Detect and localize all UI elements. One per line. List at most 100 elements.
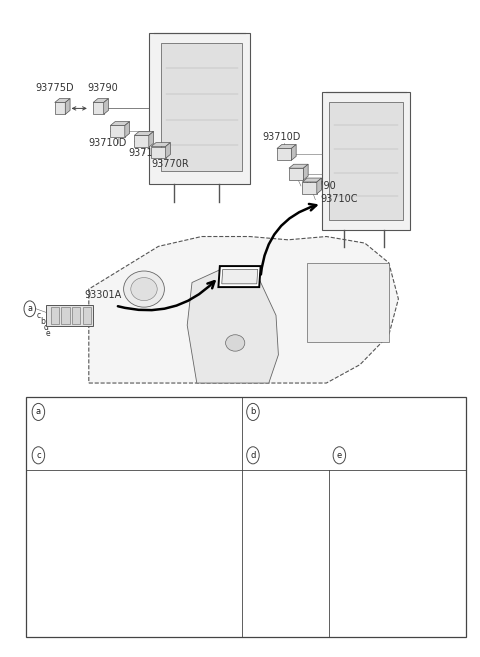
Polygon shape: [303, 164, 308, 180]
Polygon shape: [161, 43, 242, 171]
Polygon shape: [307, 520, 323, 574]
Text: 93261A: 93261A: [406, 474, 439, 484]
Polygon shape: [405, 539, 440, 568]
Text: e: e: [46, 328, 51, 338]
Circle shape: [32, 447, 45, 464]
Text: 93790: 93790: [88, 83, 119, 93]
Polygon shape: [277, 148, 291, 160]
Polygon shape: [405, 530, 451, 539]
Text: c: c: [36, 451, 41, 460]
Polygon shape: [222, 269, 258, 284]
Polygon shape: [264, 520, 323, 533]
Text: a: a: [36, 407, 41, 417]
Polygon shape: [168, 525, 178, 574]
Polygon shape: [440, 530, 451, 568]
Polygon shape: [289, 164, 308, 168]
Text: 93770R: 93770R: [152, 159, 189, 169]
Circle shape: [333, 447, 346, 464]
Polygon shape: [299, 413, 332, 461]
Polygon shape: [144, 525, 178, 533]
Text: 93370B: 93370B: [265, 407, 303, 417]
Polygon shape: [307, 263, 389, 342]
Bar: [72, 307, 80, 324]
Text: c: c: [37, 311, 41, 320]
Polygon shape: [291, 145, 296, 160]
Text: 93260F: 93260F: [44, 474, 76, 484]
Bar: [51, 307, 59, 324]
Bar: [46, 305, 93, 326]
Text: 93740: 93740: [265, 450, 296, 461]
Bar: [75, 533, 83, 540]
Polygon shape: [143, 406, 154, 459]
Polygon shape: [264, 533, 307, 574]
Text: 93790: 93790: [306, 181, 336, 191]
Text: a: a: [27, 304, 32, 313]
Circle shape: [24, 301, 36, 317]
Polygon shape: [151, 143, 170, 147]
Text: 93375: 93375: [55, 407, 86, 417]
Bar: [75, 561, 83, 567]
Polygon shape: [149, 131, 154, 147]
Polygon shape: [143, 419, 154, 431]
Polygon shape: [289, 168, 303, 180]
Polygon shape: [187, 269, 278, 383]
Polygon shape: [93, 99, 108, 102]
Text: 93710C: 93710C: [129, 148, 166, 158]
Bar: [83, 307, 91, 324]
Polygon shape: [329, 102, 403, 220]
Polygon shape: [55, 102, 65, 114]
Polygon shape: [279, 544, 292, 565]
Polygon shape: [126, 415, 143, 459]
Polygon shape: [65, 99, 70, 114]
Polygon shape: [110, 125, 125, 137]
Ellipse shape: [131, 277, 157, 301]
Polygon shape: [302, 182, 317, 194]
Polygon shape: [332, 402, 346, 461]
Polygon shape: [332, 428, 345, 443]
Text: 93745D: 93745D: [140, 474, 172, 484]
Polygon shape: [125, 122, 130, 137]
Ellipse shape: [124, 271, 164, 307]
Text: 93605: 93605: [354, 474, 381, 484]
Text: b: b: [40, 317, 45, 326]
Polygon shape: [126, 406, 154, 415]
Polygon shape: [322, 92, 410, 230]
Text: 93710C: 93710C: [320, 194, 358, 204]
Text: 93301A: 93301A: [84, 290, 121, 300]
Text: 93775D: 93775D: [35, 83, 73, 93]
Polygon shape: [45, 533, 75, 574]
Polygon shape: [75, 525, 86, 574]
Circle shape: [32, 403, 45, 420]
Polygon shape: [45, 525, 86, 533]
Text: 93710D: 93710D: [263, 132, 301, 142]
Polygon shape: [144, 533, 168, 574]
Polygon shape: [299, 402, 346, 413]
Bar: [26, 397, 466, 637]
Polygon shape: [55, 99, 70, 102]
Polygon shape: [350, 539, 384, 568]
Polygon shape: [302, 178, 322, 182]
Polygon shape: [151, 147, 166, 158]
Polygon shape: [110, 122, 130, 125]
Ellipse shape: [226, 335, 245, 351]
Polygon shape: [93, 102, 104, 114]
Text: b: b: [250, 407, 256, 417]
Polygon shape: [104, 99, 108, 114]
Polygon shape: [277, 145, 296, 148]
Polygon shape: [89, 237, 398, 383]
Circle shape: [247, 403, 259, 420]
Polygon shape: [317, 178, 322, 194]
Bar: [75, 545, 83, 551]
Text: e: e: [337, 451, 342, 460]
Text: d: d: [43, 323, 48, 332]
Polygon shape: [218, 266, 261, 287]
Polygon shape: [149, 33, 250, 184]
Polygon shape: [166, 143, 170, 158]
Polygon shape: [134, 131, 154, 135]
Text: d: d: [250, 451, 256, 460]
Circle shape: [247, 447, 259, 464]
Bar: [61, 307, 70, 324]
Polygon shape: [350, 530, 396, 539]
Polygon shape: [384, 530, 396, 568]
Polygon shape: [134, 135, 149, 147]
